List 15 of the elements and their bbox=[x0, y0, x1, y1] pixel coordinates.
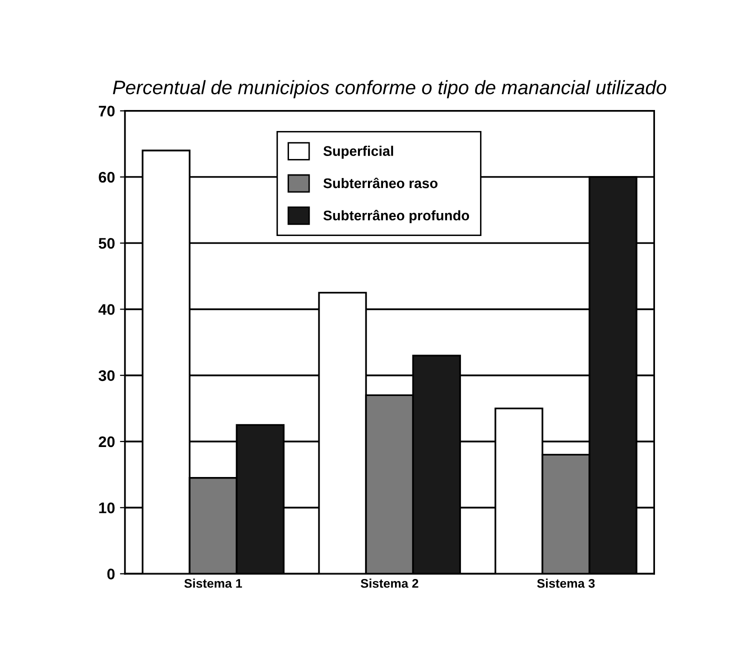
y-tick-label: 70 bbox=[98, 106, 115, 117]
y-tick-label: 40 bbox=[98, 304, 115, 315]
y-tick-label: 60 bbox=[98, 172, 115, 183]
chart-title: Percentual de municipios conforme o tipo de manancial utilizado bbox=[112, 80, 666, 98]
y-tick-label: 10 bbox=[99, 502, 115, 514]
y-tick-label: 0 bbox=[107, 568, 115, 580]
x-tick-label: Sistema 3 bbox=[537, 578, 595, 588]
legend-label: Superficial bbox=[323, 146, 394, 159]
y-tick-label: 30 bbox=[98, 370, 115, 382]
y-tick-label: 50 bbox=[98, 238, 115, 249]
x-tick-label: Sistema 2 bbox=[360, 578, 418, 588]
x-tick-label: Sistema 1 bbox=[184, 578, 242, 588]
y-tick-label: 20 bbox=[98, 436, 115, 448]
legend-label: Subterrâneo profundo bbox=[323, 210, 470, 224]
legend-label: Subterrâneo raso bbox=[323, 178, 438, 188]
